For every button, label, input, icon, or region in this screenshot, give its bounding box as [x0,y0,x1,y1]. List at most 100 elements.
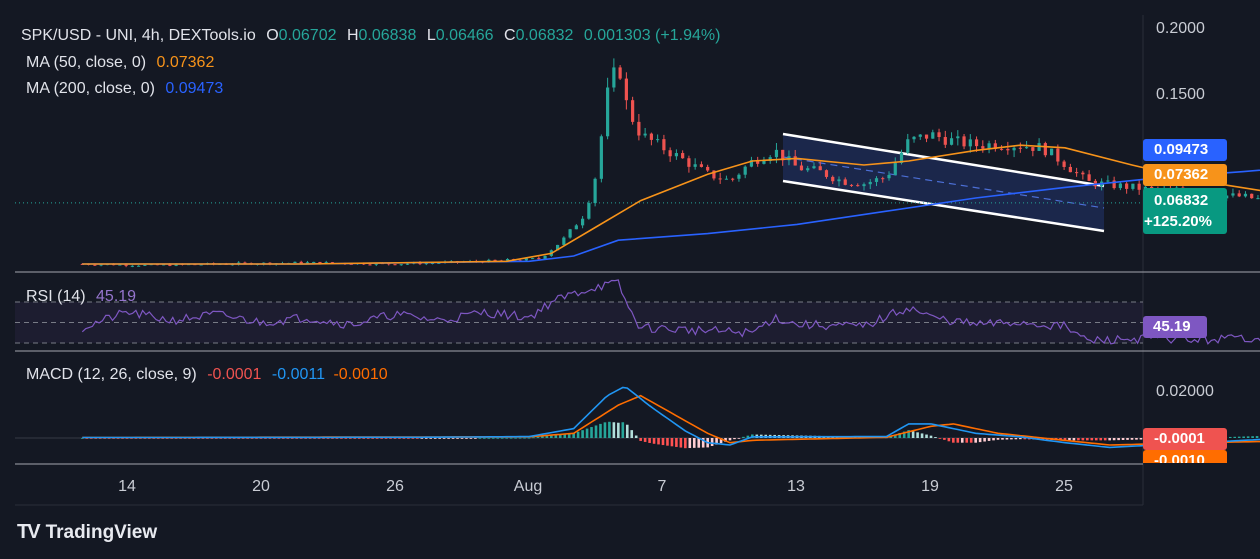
macd-histogram-bar [1135,438,1138,440]
macd-histogram-bar [130,438,133,439]
macd-histogram-bar [308,438,312,439]
time-tick-label: 20 [252,478,270,495]
candle-body [99,264,103,266]
candle-body [824,170,829,177]
macd-histogram-bar [81,438,84,439]
ma50-price-badge: 0.07362 [1143,164,1227,186]
macd-histogram-bar [550,435,553,438]
macd-histogram-bar [384,438,388,439]
macd-histogram-bar [742,436,745,438]
candle-body [1112,180,1116,189]
macd-histogram-bar [1077,438,1080,441]
macd-histogram-bar [563,434,567,438]
macd-histogram-bar [94,438,98,439]
macd-histogram-bar [451,438,455,439]
macd-histogram-bar [223,438,227,439]
candle-body [405,263,410,265]
macd-histogram-bar [1094,438,1098,441]
candle-body [312,261,316,263]
tradingview-logo[interactable]: TV TradingView [17,521,157,544]
time-tick-label: 14 [118,478,136,495]
candle-body [349,263,353,265]
macd-histogram-bar [983,438,986,442]
macd-histogram-bar [974,438,977,443]
macd-histogram-bar [139,438,142,439]
macd-histogram-bar [527,437,531,439]
macd-histogram-bar [1001,438,1004,440]
macd-histogram-bar [438,438,441,439]
candle-body [299,261,303,264]
rsi-value-badge: 45.19 [1143,316,1207,338]
macd-signal-badge: -0.0010 [1143,450,1227,463]
candle-body [124,264,128,266]
candle-body [662,139,666,151]
macd-histogram-bar [107,438,111,439]
macd-histogram-bar [1237,436,1241,438]
macd-line-value: -0.0011 [271,366,325,383]
change-value: 0.001303 (+1.94%) [583,27,721,44]
macd-histogram-bar [469,438,473,439]
macd-histogram-bar [206,438,209,439]
rsi-line [81,279,1260,345]
macd-histogram-bar [317,438,321,439]
candle-body [599,136,603,179]
macd-histogram-bar [666,438,669,446]
macd-histogram-bar [433,438,437,439]
candle-body [737,174,741,179]
macd-histogram-bar [255,438,258,439]
macd-histogram-bar [532,437,535,439]
candle-body [756,160,760,164]
macd-histogram-bar [1081,438,1085,441]
macd-histogram-bar [380,438,383,439]
macd-histogram-bar [648,438,651,443]
macd-histogram-bar [545,435,549,438]
candle-body [137,265,141,267]
macd-histogram-bar [947,438,951,442]
macd-signal-value: -0.0010 [333,366,388,383]
candle-body [843,179,847,185]
macd-histogram-bar [715,438,718,445]
open-label: O [266,27,279,44]
macd-histogram-bar [541,436,544,438]
open-value: 0.06702 [278,27,337,44]
macd-histogram-bar [156,438,160,439]
macd-histogram-bar [675,438,678,447]
macd-histogram-bar [188,438,191,439]
macd-histogram-bar [121,438,124,439]
high-label: H [346,27,359,44]
time-tick-label: Aug [513,478,543,495]
macd-histogram-bar [402,438,406,439]
candle-body [868,181,872,185]
candle-body [631,100,635,122]
macd-histogram-bar [491,437,495,439]
macd-histogram-bar [304,438,307,439]
macd-histogram-bar [661,438,665,446]
candle-body [1250,193,1254,199]
candle-body [781,149,785,161]
macd-histogram-bar [621,422,625,438]
macd-histogram-bar [1108,438,1111,441]
macd-histogram-bar [259,438,263,439]
macd-histogram-bar [192,438,196,439]
macd-histogram-bar [710,438,714,446]
ma200-price-badge: 0.09473 [1143,139,1227,161]
macd-tick-label: 0.02000 [1156,383,1214,400]
candle-body [562,237,566,245]
candle-body [949,138,954,145]
candle-body [1043,143,1047,156]
candle-body [1068,166,1072,173]
macd-histogram-bar [375,438,379,439]
macd-histogram-bar [938,438,942,439]
ma50-value: 0.07362 [156,54,215,71]
macd-histogram-bar [326,438,330,439]
candle-body [762,160,766,164]
macd-histogram-bar [505,437,508,439]
macd-histogram-bar [487,437,491,439]
candle-body [1018,147,1022,149]
macd-histogram-bar [1041,438,1044,440]
candle-body [587,203,591,219]
candle-body [493,259,497,261]
tradingview-brand-name: TradingView [45,522,158,543]
macd-histogram-bar [657,438,660,445]
